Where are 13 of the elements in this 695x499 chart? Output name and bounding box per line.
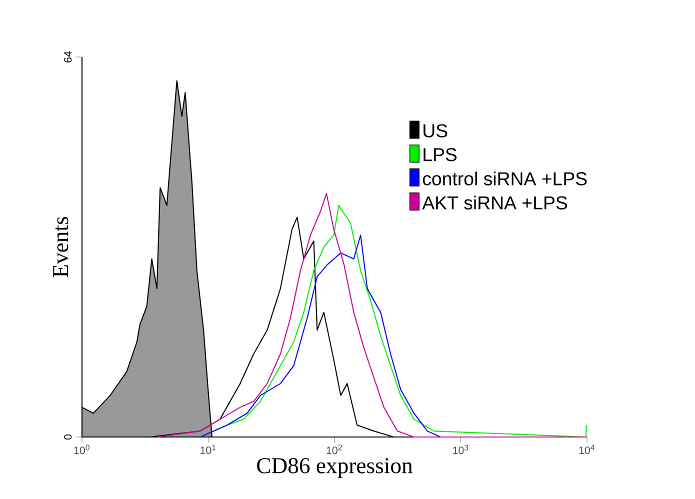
- y-axis-title: Events: [53, 216, 68, 278]
- y-tick-label: 0: [64, 434, 72, 440]
- legend-label: US: [424, 124, 448, 138]
- x-axis-title: CD86 expression: [257, 458, 413, 478]
- legend-label: AKT siRNA +LPS: [422, 196, 568, 210]
- x-tick-label: 10$^{0}$: [74, 444, 90, 454]
- legend-label: control siRNA +LPS: [422, 172, 587, 186]
- y-tick-label: 64: [64, 51, 72, 62]
- x-tick-label: 10$^{3}$: [453, 444, 468, 454]
- x-tick-label: 10$^{1}$: [200, 444, 216, 454]
- x-tick-label: 10$^{4}$: [579, 444, 595, 454]
- legend-label: LPS: [424, 148, 457, 162]
- x-tick-label: 10$^{2}$: [326, 444, 342, 454]
